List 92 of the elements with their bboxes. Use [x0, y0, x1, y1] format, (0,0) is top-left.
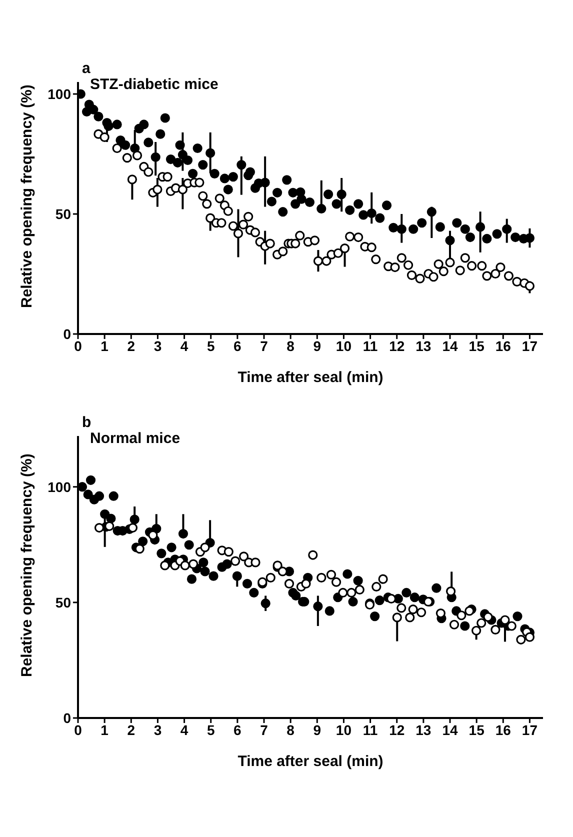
x-tick-label: 1 — [100, 338, 109, 354]
point — [396, 603, 406, 613]
x-tick-label: 13 — [416, 338, 432, 354]
x-tick-label: 12 — [389, 338, 405, 354]
point — [326, 570, 336, 580]
point — [230, 556, 240, 566]
point — [188, 559, 198, 569]
y-axis-title: Relative opening frequency (%) — [18, 454, 36, 677]
point — [506, 621, 516, 631]
x-tick-label: 5 — [206, 722, 215, 738]
x-tick-label: 2 — [127, 722, 136, 738]
x-tick-label: 10 — [336, 338, 352, 354]
x-tick-label: 14 — [442, 338, 458, 354]
x-tick-label: 15 — [468, 338, 485, 354]
point — [456, 610, 466, 620]
chart-title: STZ-diabetic mice — [90, 76, 218, 93]
point — [346, 588, 356, 598]
text: b — [82, 414, 92, 431]
point — [104, 521, 114, 531]
point — [392, 612, 402, 622]
point — [472, 626, 482, 636]
point — [378, 574, 388, 584]
point — [224, 547, 234, 557]
x-axis-title: Time after seal (min) — [238, 753, 384, 770]
chart-title: Normal mice — [90, 430, 180, 447]
point — [284, 578, 294, 589]
point — [524, 632, 535, 642]
x-tick-label: 17 — [522, 722, 538, 738]
x-tick-label: 8 — [286, 722, 295, 738]
x-tick-label: 12 — [389, 722, 405, 738]
point — [500, 615, 510, 625]
x-tick-label: 14 — [442, 722, 458, 738]
point — [200, 542, 210, 552]
x-tick-label: 10 — [336, 722, 352, 738]
x-tick-label: 13 — [416, 722, 432, 738]
y-tick-label: 100 — [48, 86, 72, 102]
x-tick-label: 16 — [495, 338, 512, 354]
x-tick-label: 6 — [234, 722, 242, 738]
x-tick-label: 9 — [313, 722, 322, 738]
x-tick-label: 4 — [180, 722, 188, 738]
point — [250, 558, 260, 568]
point — [386, 594, 396, 604]
point — [372, 582, 382, 592]
x-tick-label: 16 — [495, 722, 512, 738]
x-tick-label: 9 — [313, 338, 322, 354]
point — [476, 618, 486, 628]
x-tick-label: 15 — [468, 722, 485, 738]
point — [408, 604, 418, 614]
y-tick-label: 0 — [63, 326, 72, 342]
text: a — [82, 60, 90, 77]
x-tick-label: 8 — [286, 338, 295, 354]
point — [308, 550, 318, 560]
point — [94, 522, 104, 533]
y-axis-title: Relative opening frequency (%) — [18, 84, 36, 308]
point — [405, 612, 415, 622]
x-axis-title: Time after seal (min) — [238, 369, 384, 386]
point — [301, 578, 311, 589]
point — [278, 566, 288, 576]
point — [449, 620, 460, 630]
x-tick-label: 17 — [522, 338, 538, 354]
point — [354, 584, 364, 595]
point — [331, 577, 342, 587]
point — [416, 608, 426, 618]
x-tick-label: 7 — [260, 722, 268, 738]
x-tick-label: 2 — [127, 338, 136, 354]
x-tick-label: 3 — [154, 722, 162, 738]
y-tick-label: 0 — [63, 710, 72, 726]
point — [239, 552, 249, 562]
point — [490, 624, 500, 634]
point — [338, 588, 348, 598]
y-tick-label: 50 — [55, 206, 72, 222]
x-tick-label: 3 — [154, 338, 162, 354]
point — [516, 634, 526, 644]
x-tick-label: 11 — [362, 722, 378, 738]
x-tick-label: 0 — [74, 338, 82, 354]
x-tick-label: 7 — [260, 338, 268, 354]
y-tick-label: 50 — [55, 594, 72, 610]
point — [180, 560, 190, 570]
x-tick-label: 0 — [74, 722, 82, 738]
point — [266, 572, 276, 582]
y-tick-label: 100 — [48, 478, 72, 495]
x-tick-label: 5 — [206, 338, 215, 354]
x-tick-label: 11 — [362, 338, 378, 354]
x-tick-label: 1 — [100, 722, 109, 738]
point — [128, 522, 138, 533]
x-tick-label: 6 — [234, 338, 242, 354]
point — [316, 572, 326, 582]
point — [160, 560, 170, 570]
point — [483, 612, 493, 622]
point — [446, 586, 456, 596]
x-tick-label: 4 — [180, 338, 188, 354]
point — [134, 544, 144, 554]
